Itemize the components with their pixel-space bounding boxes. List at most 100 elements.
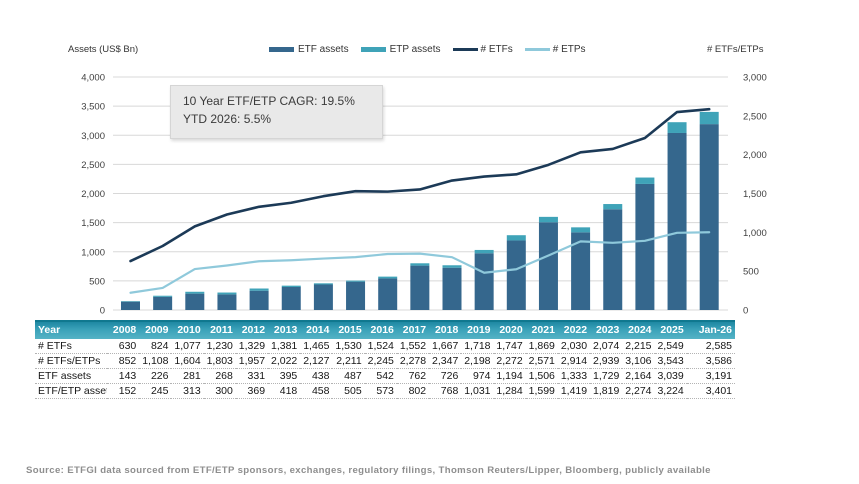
table-cell: 1,194 [493,368,526,384]
table-cell: 1,819 [590,383,623,399]
table-cell: 3,586 [686,353,735,369]
table-cell: 226 [139,368,172,384]
bar-etp-assets [378,276,398,279]
bar-etf-assets [217,294,237,310]
table-cell: 542 [364,368,397,384]
year-header: Year [35,320,108,339]
bar-etf-assets [410,265,430,310]
table-cell: 487 [332,368,365,384]
table-cell: 418 [268,383,301,399]
table-cell: 2,164 [622,368,655,384]
table-cell: 268 [203,368,236,384]
year-column-header: 2010 [171,320,204,339]
cagr-line: 10 Year ETF/ETP CAGR: 19.5% [183,94,355,108]
right-axis-tick-label: 500 [743,267,759,278]
etp-assets-swatch [360,47,386,52]
right-axis-tick-label: 2,500 [743,111,767,122]
bar-etf-assets [474,253,494,310]
bar-etf-assets [378,278,398,310]
bar-etf-assets [442,267,462,310]
num-etps-line [129,231,711,294]
table-cell: 1,599 [525,383,558,399]
bar-etp-assets [699,111,719,125]
table-cell: 3,039 [654,368,687,384]
year-column-header: 2009 [139,320,172,339]
year-header-row: Year 2008 2009 2010 2011 2012 2013 2014 2015 201… [35,320,735,339]
bar-etp-assets [249,288,269,291]
legend-item-etf-assets: ETF assets [269,44,349,55]
table-cell: 369 [235,383,269,399]
bar-etp-assets [281,285,301,287]
bar-etp-assets [121,301,140,302]
right-axis-tick-label: 3,000 [743,73,767,84]
year-column-header: 2023 [590,320,623,339]
row-label: ETF assets [35,368,108,384]
table-cell: 1,465 [300,339,333,354]
table-cell: 3,191 [686,368,735,384]
year-column-header: 2012 [235,320,269,339]
bar-etf-assets [667,132,687,310]
left-axis-tick-label: 3,500 [81,102,105,113]
bar-etf-assets [249,290,269,310]
bar-etp-assets [474,249,494,254]
bar-etf-assets [506,240,526,310]
bar-etf-assets [313,284,333,310]
table-cell: 3,543 [654,353,687,369]
legend-label-etf-assets: ETF assets [298,44,349,55]
table-row: ETF/ETP assets 152 245 313 300 369 418 458 505 57… [35,383,735,399]
right-axis-tick-label: 0 [743,306,748,317]
right-axis-tick-label: 2,000 [743,150,767,161]
source-note: Source: ETFGI data sourced from ETF/ETP … [23,428,859,484]
table-row: # ETFs/ETPs 852 1,108 1,604 1,803 1,957 2,022 2… [35,353,735,369]
legend-item-etp-assets: ETP assets [360,44,441,55]
table-cell: 1,284 [493,383,526,399]
data-table: Year 2008 2009 2010 2011 2012 2013 2014 2015 201… [35,320,735,399]
table-cell: 458 [300,383,333,399]
left-axis-tick-label: 0 [100,306,105,317]
left-axis-tick-label: 3,000 [81,131,105,142]
table-cell: 762 [396,368,430,384]
row-label: # ETFs/ETPs [35,353,108,369]
bar-etp-assets [217,292,237,295]
table-cell: 1,077 [171,339,204,354]
table-cell: 1,333 [557,368,591,384]
table-cell: 143 [107,368,140,384]
table-cell: 2,914 [557,353,591,369]
table-cell: 2,022 [268,353,301,369]
year-column-header: 2017 [396,320,430,339]
ytd-line: YTD 2026: 5.5% [183,112,272,126]
left-axis-tick-label: 1,500 [81,218,105,229]
table-cell: 1,747 [493,339,526,354]
table-cell: 2,245 [364,353,397,369]
legend-label-num-etps: # ETPs [552,44,586,55]
table-cell: 768 [429,383,462,399]
table-cell: 2,278 [396,353,430,369]
table-cell: 802 [396,383,430,399]
table-cell: 2,274 [622,383,655,399]
left-axis-tick-label: 1,000 [81,247,105,258]
etf-assets-swatch [269,47,294,52]
left-axis-tick-label: 2,000 [81,189,105,200]
table-cell: 852 [107,353,140,369]
table-cell: 2,585 [686,339,735,354]
table-cell: 2,571 [525,353,558,369]
bar-etf-assets [153,296,173,310]
table-cell: 630 [107,339,140,354]
table-cell: 2,939 [590,353,623,369]
table-cell: 1,329 [235,339,269,354]
source-note-line-1: Source: ETFGI data sourced from ETF/ETP … [23,465,711,477]
table-cell: 2,272 [493,353,526,369]
table-cell: 2,215 [622,339,655,354]
bar-etf-assets [699,124,719,310]
table-row: ETF assets 143 226 281 268 331 395 438 487 542 762… [35,368,735,384]
table-cell: 2,211 [332,353,365,369]
table-cell: 1,869 [525,339,558,354]
year-column-header: 2018 [429,320,462,339]
table-row: # ETFs 630 824 1,077 1,230 1,329 1,381 1,465 1,5… [35,339,735,354]
year-column-header: 2013 [268,320,301,339]
row-label: # ETFs [35,339,108,354]
table-cell: 505 [332,383,365,399]
table-cell: 1,957 [235,353,269,369]
legend-item-num-etps: # ETPs [524,44,586,55]
